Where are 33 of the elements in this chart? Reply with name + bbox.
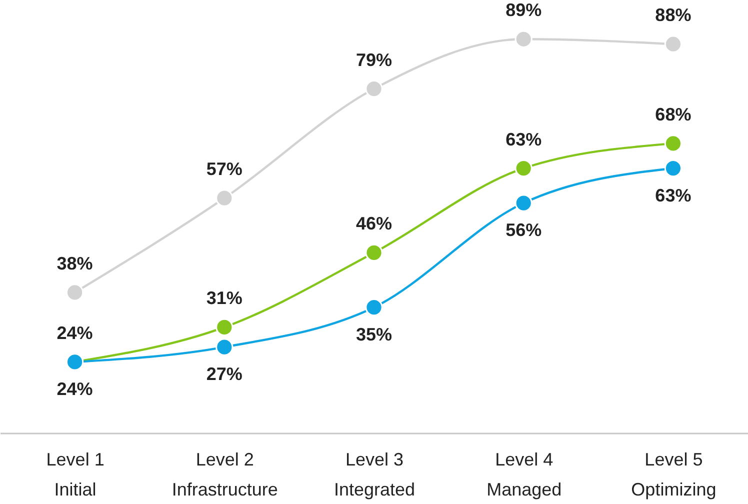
data-label: 68% (655, 104, 692, 124)
point (365, 244, 383, 262)
data-label: 63% (655, 185, 692, 206)
point (664, 159, 682, 178)
data-label: 31% (206, 288, 242, 308)
point (514, 30, 532, 48)
data-label: 24% (56, 378, 93, 399)
point (365, 298, 383, 316)
data-label: 27% (206, 364, 242, 384)
data-label: 88% (655, 5, 692, 26)
data-label: 46% (356, 214, 392, 234)
data-label: 35% (356, 324, 392, 344)
data-label: 57% (206, 159, 242, 180)
point (66, 284, 84, 302)
point (514, 159, 532, 178)
data-label: 38% (56, 253, 93, 274)
x-tick-label: Level 4 Managed (486, 450, 562, 500)
point (216, 189, 234, 207)
point (216, 338, 234, 356)
x-tick-label: Level 3 Integrated (334, 450, 416, 500)
x-tick-label: Level 5 Optimizing (631, 450, 716, 500)
point (664, 134, 682, 152)
point (514, 194, 532, 212)
data-label: 63% (506, 129, 542, 150)
point (664, 35, 682, 53)
data-label: 89% (506, 0, 542, 20)
data-label: 56% (506, 220, 542, 240)
x-tick-label: Level 2 Infrastructure (172, 450, 278, 500)
point (365, 80, 383, 98)
x-tick-label: Level 1 Initial (46, 450, 104, 500)
data-label: 79% (356, 50, 392, 70)
point (216, 318, 234, 336)
data-label: 24% (56, 322, 93, 343)
